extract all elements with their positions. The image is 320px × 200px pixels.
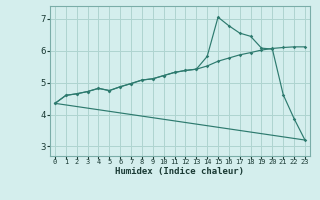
X-axis label: Humidex (Indice chaleur): Humidex (Indice chaleur) bbox=[116, 167, 244, 176]
